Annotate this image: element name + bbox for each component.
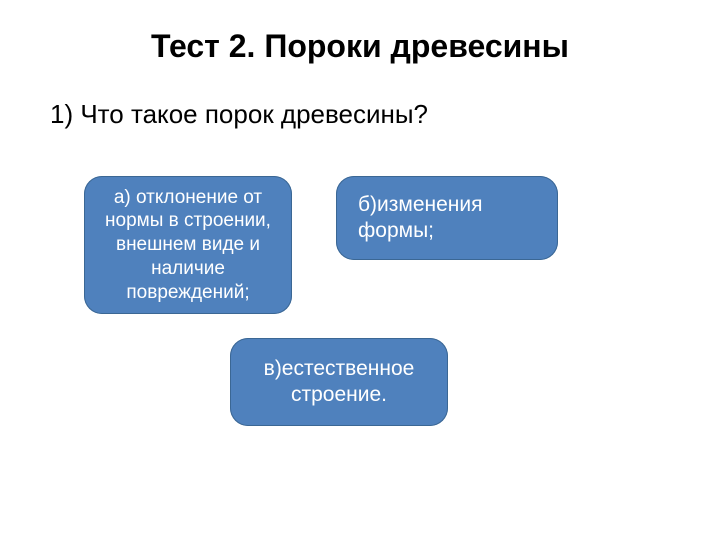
answer-label-b: б)изменения формы;	[358, 192, 542, 245]
answer-option-b[interactable]: б)изменения формы;	[336, 176, 558, 260]
question-text: 1) Что такое порок древесины?	[0, 65, 720, 130]
answer-option-c[interactable]: в)естественное строение.	[230, 338, 448, 426]
page-title: Тест 2. Пороки древесины	[0, 0, 720, 65]
answer-label-a: а) отклонение от нормы в строении, внешн…	[92, 186, 284, 305]
answer-label-c: в)естественное строение.	[242, 356, 436, 409]
answer-option-a[interactable]: а) отклонение от нормы в строении, внешн…	[84, 176, 292, 314]
